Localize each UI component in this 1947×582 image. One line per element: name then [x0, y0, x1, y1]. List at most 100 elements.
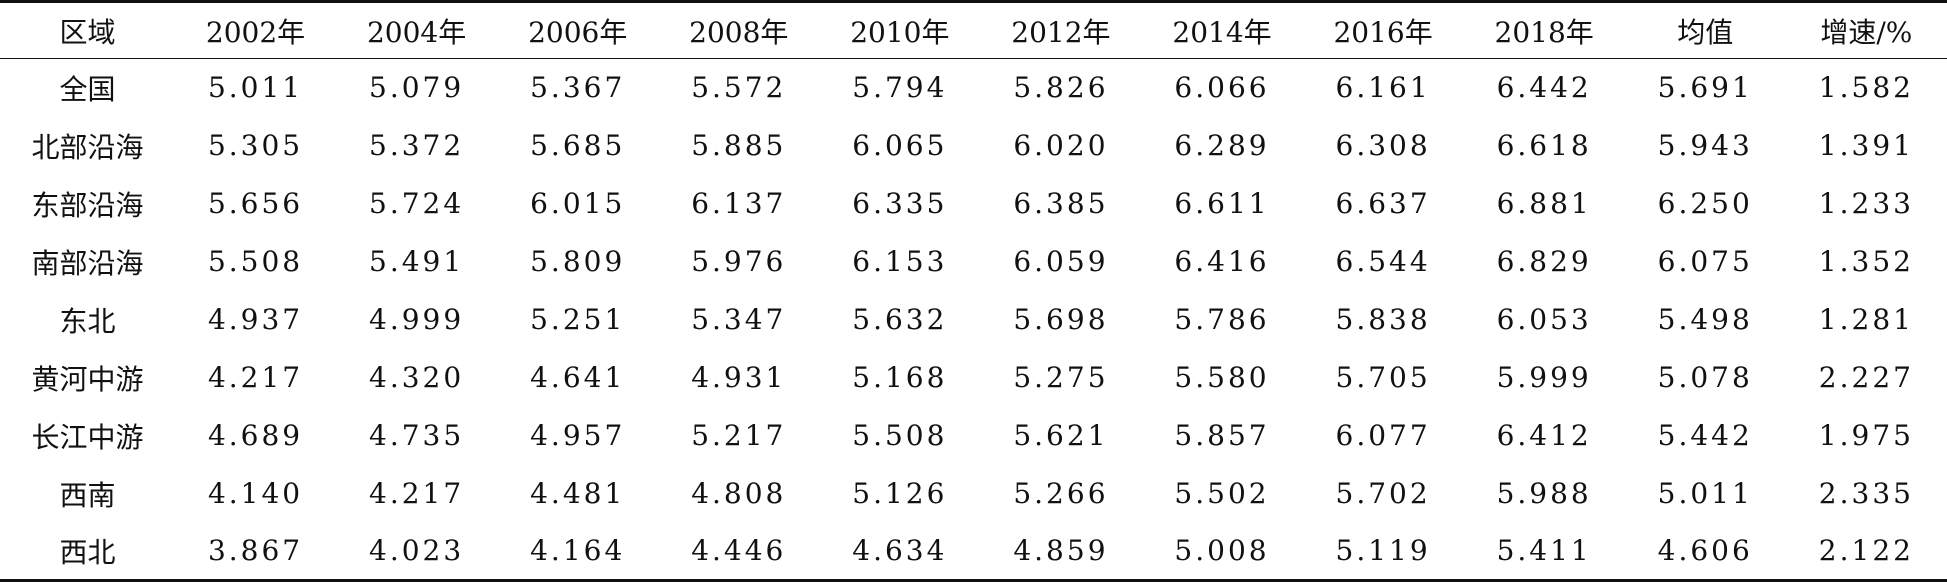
value-cell: 5.491	[369, 245, 465, 278]
value-cell: 5.632	[852, 303, 948, 336]
value-cell: 5.621	[1013, 419, 1109, 452]
value-cell: 4.446	[691, 534, 787, 568]
value-cell: 5.008	[1174, 534, 1270, 568]
value-cell: 5.367	[530, 71, 626, 105]
region-cell: 全国	[59, 72, 116, 106]
value-cell: 5.724	[369, 187, 465, 220]
value-cell: 6.385	[1013, 187, 1109, 220]
value-cell: 6.059	[1013, 245, 1109, 278]
value-cell: 5.838	[1335, 303, 1431, 336]
value-cell: 4.689	[207, 419, 304, 452]
value-cell: 5.502	[1174, 477, 1270, 510]
value-cell: 5.809	[530, 245, 626, 278]
value-cell: 4.481	[530, 477, 626, 510]
value-cell: 4.735	[369, 419, 465, 452]
value-cell: 5.786	[1174, 303, 1270, 336]
value-cell: 6.335	[852, 187, 948, 220]
value-cell: 5.705	[1335, 361, 1431, 394]
value-cell: 6.618	[1496, 129, 1592, 162]
value-cell: 2.335	[1818, 477, 1914, 510]
value-cell: 5.119	[1335, 534, 1431, 568]
value-cell: 5.656	[207, 187, 304, 220]
region-cell: 西北	[59, 535, 116, 569]
value-cell: 6.015	[530, 187, 626, 220]
header-region: 区域	[0, 1, 175, 59]
table-row: 长江中游 4.689 4.735 4.957 5.217 5.508 5.621 5.857 6…	[0, 407, 1947, 465]
value-cell: 6.077	[1335, 419, 1431, 452]
value-cell: 4.217	[369, 477, 465, 510]
value-cell: 5.698	[1013, 303, 1109, 336]
header-2018: 2018年	[1463, 1, 1625, 59]
header-row: 区域 2002年 2004年 2006年 2008年 2010年 2012年 2…	[0, 1, 1947, 59]
header-2006: 2006年	[497, 1, 659, 59]
table-row: 全国 5.011 5.079 5.367 5.572 5.794 5.826 6.066 6.1…	[0, 59, 1947, 117]
value-cell: 1.391	[1818, 129, 1914, 162]
value-cell: 6.053	[1496, 303, 1592, 336]
value-cell: 2.122	[1818, 534, 1914, 568]
region-cell: 东部沿海	[31, 188, 144, 222]
value-cell: 5.857	[1174, 419, 1270, 452]
value-cell: 5.976	[691, 245, 787, 278]
header-2010: 2010年	[819, 1, 981, 59]
value-cell: 4.140	[207, 477, 304, 510]
header-2008: 2008年	[658, 1, 820, 59]
value-cell: 5.508	[852, 419, 948, 452]
value-cell: 6.412	[1496, 419, 1592, 452]
value-cell: 6.020	[1013, 129, 1109, 162]
value-cell: 6.153	[852, 245, 948, 278]
value-cell: 5.572	[691, 71, 787, 105]
value-cell: 4.164	[530, 534, 626, 568]
value-cell: 6.250	[1657, 187, 1753, 220]
value-cell: 4.320	[369, 361, 465, 394]
value-cell: 5.702	[1335, 477, 1431, 510]
value-cell: 5.168	[852, 361, 948, 394]
value-cell: 2.227	[1818, 361, 1914, 394]
value-cell: 4.859	[1013, 534, 1109, 568]
table-row: 北部沿海 5.305 5.372 5.685 5.885 6.065 6.020 6.289 6…	[0, 117, 1947, 175]
region-cell: 东北	[59, 304, 116, 338]
value-cell: 5.011	[207, 71, 304, 105]
table-row: 西南 4.140 4.217 4.481 4.808 5.126 5.266 5.502 5.7…	[0, 465, 1947, 523]
value-cell: 5.251	[530, 303, 626, 336]
value-cell: 4.808	[691, 477, 787, 510]
header-2014: 2014年	[1141, 1, 1303, 59]
value-cell: 5.411	[1496, 534, 1592, 568]
value-cell: 6.881	[1496, 187, 1592, 220]
header-2004: 2004年	[336, 1, 498, 59]
value-cell: 5.217	[691, 419, 787, 452]
value-cell: 4.999	[369, 303, 465, 336]
value-cell: 5.943	[1657, 129, 1753, 162]
region-cell: 黄河中游	[31, 362, 144, 396]
region-cell: 北部沿海	[31, 130, 144, 164]
value-cell: 6.075	[1657, 245, 1753, 278]
value-cell: 1.582	[1818, 71, 1914, 105]
region-cell: 西南	[59, 478, 116, 512]
table-row: 南部沿海 5.508 5.491 5.809 5.976 6.153 6.059 6.416 6…	[0, 233, 1947, 291]
region-cell: 长江中游	[31, 420, 144, 454]
value-cell: 5.498	[1657, 303, 1753, 336]
value-cell: 5.885	[691, 129, 787, 162]
header-2002: 2002年	[175, 1, 337, 59]
value-cell: 5.691	[1657, 71, 1753, 105]
value-cell: 5.275	[1013, 361, 1109, 394]
value-cell: 6.637	[1335, 187, 1431, 220]
value-cell: 5.347	[691, 303, 787, 336]
value-cell: 5.794	[852, 71, 948, 105]
value-cell: 5.266	[1013, 477, 1109, 510]
value-cell: 4.957	[530, 419, 626, 452]
table-row: 西北 3.867 4.023 4.164 4.446 4.634 4.859 5.008 5.1…	[0, 523, 1947, 581]
value-cell: 6.065	[852, 129, 948, 162]
value-cell: 6.442	[1496, 71, 1592, 105]
value-cell: 5.580	[1174, 361, 1270, 394]
value-cell: 4.634	[852, 534, 948, 568]
value-cell: 5.126	[852, 477, 948, 510]
value-cell: 1.352	[1818, 245, 1914, 278]
table-row: 东部沿海 5.656 5.724 6.015 6.137 6.335 6.385 6.611 6…	[0, 175, 1947, 233]
value-cell: 5.011	[1657, 477, 1753, 510]
value-cell: 6.289	[1174, 129, 1270, 162]
value-cell: 5.305	[207, 129, 304, 162]
value-cell: 6.611	[1174, 187, 1270, 220]
value-cell: 1.281	[1818, 303, 1914, 336]
